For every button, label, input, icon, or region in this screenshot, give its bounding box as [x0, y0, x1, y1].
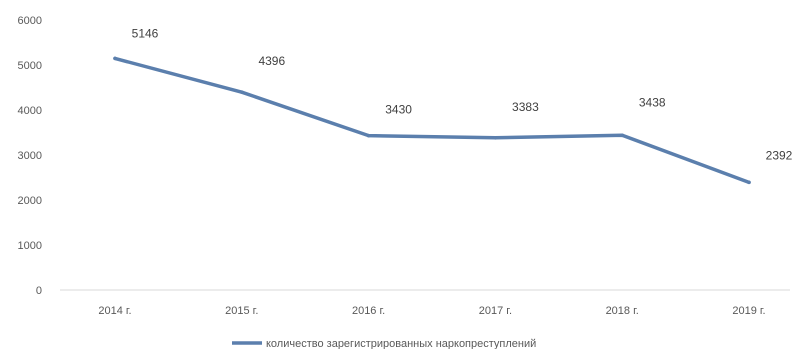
data-labels: 5146 4396 3430 3383 3438 2392 [113, 26, 793, 185]
legend-label: количество зарегистрированных наркопрест… [266, 338, 536, 349]
x-axis-ticks: 2014 г. 2015 г. 2016 г. 2017 г. 2018 г. 2019 … [98, 305, 765, 317]
x-tick-label: 2014 г. [98, 305, 131, 317]
data-label: 3430 [385, 103, 412, 117]
y-tick-label: 5000 [18, 60, 42, 72]
x-tick-label: 2017 г. [479, 305, 512, 317]
y-tick-label: 1000 [18, 240, 42, 252]
data-point [113, 56, 117, 61]
data-point [620, 133, 624, 138]
y-tick-label: 0 [36, 285, 42, 297]
data-label: 4396 [258, 54, 285, 68]
data-point [747, 180, 751, 185]
series-line-drug-crimes [113, 56, 751, 185]
y-tick-label: 6000 [18, 15, 42, 27]
y-tick-label: 3000 [18, 150, 42, 162]
x-tick-label: 2016 г. [352, 305, 385, 317]
x-tick-label: 2019 г. [732, 305, 765, 317]
y-tick-label: 4000 [18, 105, 42, 117]
data-point [240, 90, 244, 94]
x-tick-label: 2018 г. [606, 305, 639, 317]
y-tick-label: 2000 [18, 195, 42, 207]
data-point [366, 133, 371, 138]
x-tick-label: 2015 г. [225, 305, 258, 317]
legend: количество зарегистрированных наркопрест… [232, 338, 536, 349]
y-axis-ticks: 0 1000 2000 3000 4000 5000 6000 [18, 15, 42, 297]
data-label: 3383 [512, 100, 539, 114]
data-label: 3438 [639, 95, 666, 109]
data-label: 5146 [132, 26, 159, 40]
data-point [493, 135, 498, 140]
data-label: 2392 [766, 148, 793, 162]
